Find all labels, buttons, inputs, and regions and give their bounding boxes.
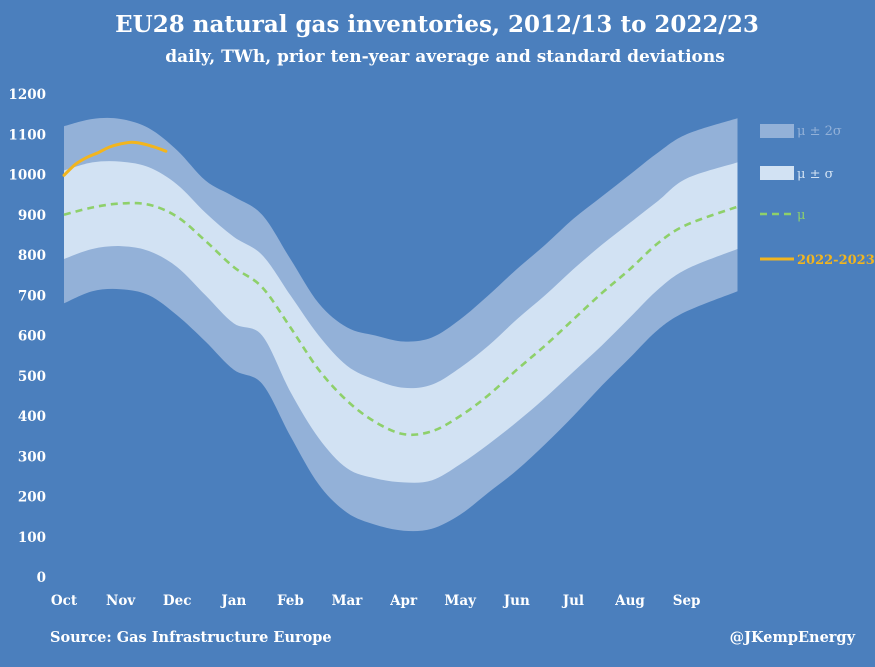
x-tick-label: May (444, 593, 477, 609)
y-tick-label: 500 (18, 369, 46, 385)
legend-label-2022-2023: 2022-2023 (797, 253, 875, 268)
legend: μ ± 2σ μ ± σ μ 2022-2023 (760, 124, 875, 268)
y-tick-label: 300 (18, 449, 46, 465)
y-tick-label: 1200 (8, 87, 46, 103)
chart-subtitle: daily, TWh, prior ten-year average and s… (165, 47, 725, 67)
x-tick-label: Feb (277, 593, 304, 609)
author-credit: @JKempEnergy (730, 629, 856, 646)
y-tick-label: 400 (18, 409, 46, 425)
x-tick-label: Jan (220, 593, 246, 609)
chart-title: EU28 natural gas inventories, 2012/13 to… (115, 11, 759, 38)
legend-label-band2: μ ± 2σ (797, 124, 842, 139)
y-tick-label: 600 (18, 329, 46, 345)
series-line-2022-2023 (62, 140, 168, 177)
y-tick-label: 200 (18, 490, 46, 506)
bands-layer (64, 117, 738, 532)
x-tick-label: Mar (332, 593, 364, 609)
legend-label-band1: μ ± σ (797, 167, 834, 182)
x-tick-label: Oct (51, 593, 78, 609)
x-tick-label: Jul (562, 593, 584, 609)
y-tick-label: 1000 (8, 168, 46, 184)
y-tick-label: 0 (37, 570, 46, 586)
x-tick-label: Aug (614, 593, 645, 609)
source-note: Source: Gas Infrastructure Europe (50, 629, 332, 646)
x-tick-label: Apr (389, 593, 418, 609)
band-mu-2sigma (64, 117, 738, 532)
y-axis: 0 100 200 300 400 500 600 700 800 900 1000 1100 1200 (8, 87, 46, 586)
series-line-mu (63, 201, 738, 437)
y-tick-label: 800 (18, 248, 46, 264)
x-axis: Oct Nov Dec Jan Feb Mar Apr May Jun Jul Aug Sep (51, 593, 701, 609)
x-tick-label: Sep (673, 593, 701, 609)
y-tick-label: 700 (18, 288, 46, 304)
x-tick-label: Jun (503, 593, 530, 609)
x-tick-label: Nov (106, 593, 136, 609)
legend-swatch-band2 (760, 124, 794, 138)
y-tick-label: 100 (18, 530, 46, 546)
legend-swatch-band1 (760, 166, 794, 180)
legend-label-mu: μ (797, 208, 805, 223)
band-mu-sigma (64, 161, 738, 483)
y-tick-label: 1100 (8, 127, 46, 143)
x-tick-label: Dec (163, 593, 192, 609)
y-tick-label: 900 (18, 208, 46, 224)
